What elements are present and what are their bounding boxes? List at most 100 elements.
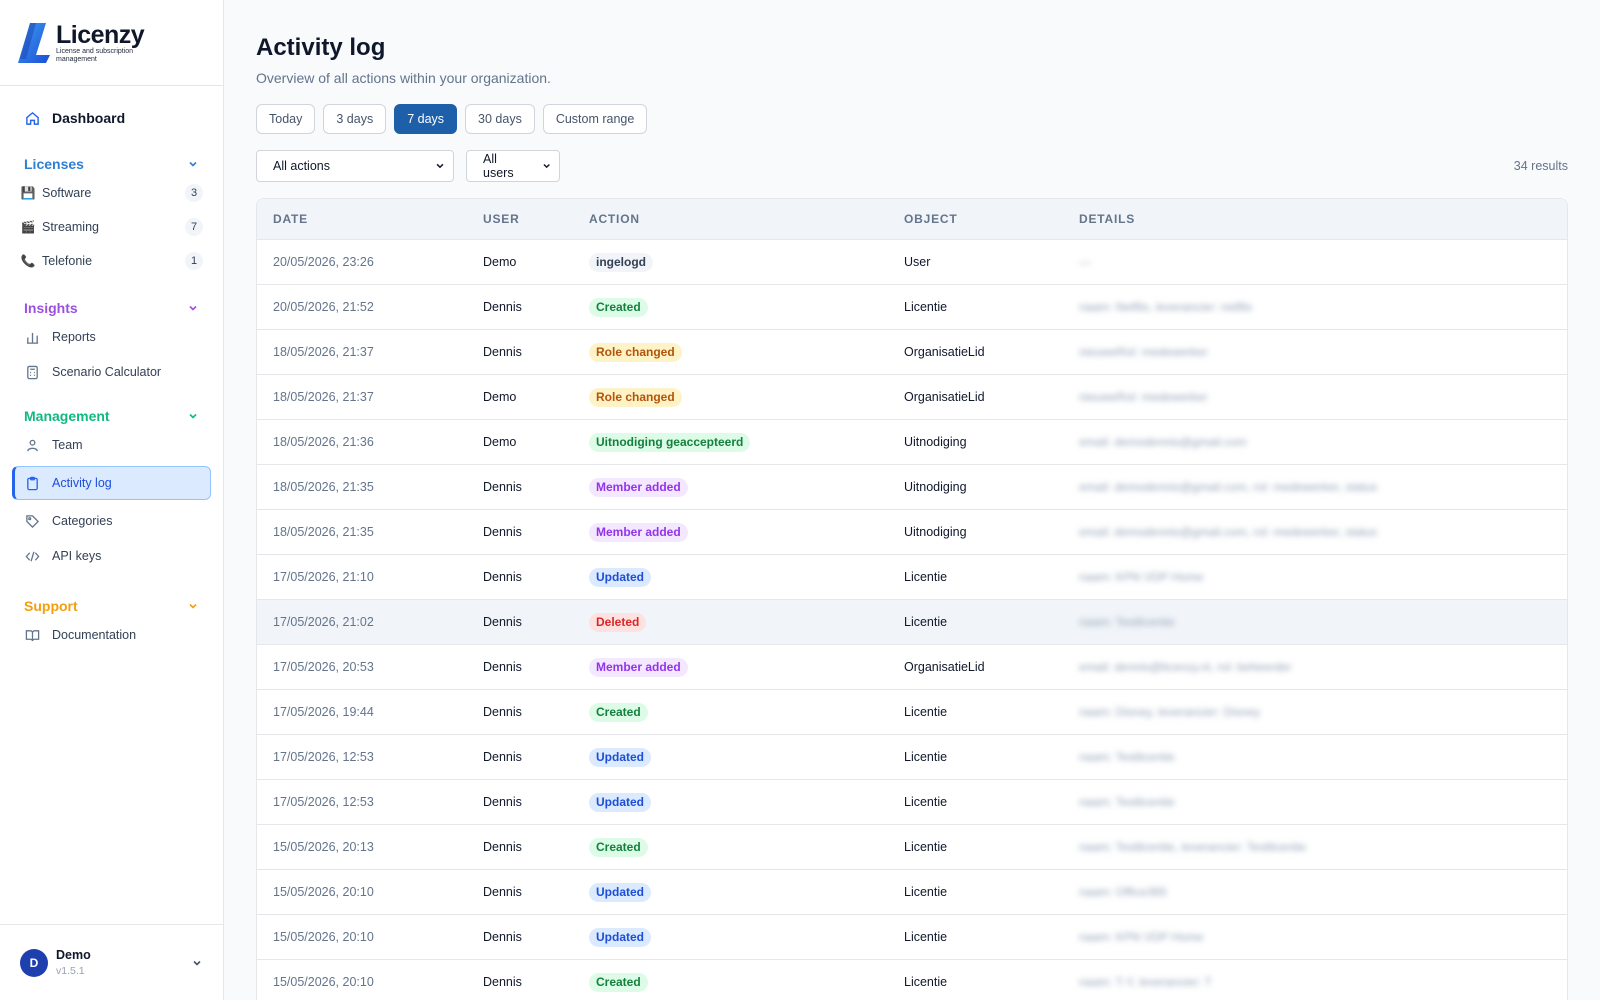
cell-object: Licentie xyxy=(904,930,948,944)
cell-date: 15/05/2026, 20:10 xyxy=(273,975,374,989)
cell-action: Updated xyxy=(589,927,904,947)
section-management[interactable]: Management xyxy=(12,404,211,428)
cell-details: naam: Disney, leverancier: Disney xyxy=(1079,705,1567,719)
table-row[interactable]: 18/05/2026, 21:37 Demo Role changed Organis… xyxy=(257,375,1567,420)
column-header-details[interactable]: DETAILS xyxy=(1079,212,1136,226)
table-row[interactable]: 18/05/2026, 21:35 Dennis Member added Uitno… xyxy=(257,465,1567,510)
column-header-user[interactable]: USER xyxy=(483,212,520,226)
cell-user: Dennis xyxy=(483,570,522,584)
details-text: naam: Testlicentie xyxy=(1079,750,1175,764)
cell-object: Uitnodiging xyxy=(904,480,967,494)
column-header-object[interactable]: OBJECT xyxy=(904,212,958,226)
action-badge: Created xyxy=(589,972,648,992)
cell-details: email: dennis@licenzy.nl, rol: beheerder xyxy=(1079,660,1567,674)
details-text: email: demodennis@gmail.com xyxy=(1079,435,1247,449)
book-icon xyxy=(24,627,40,643)
table-row[interactable]: 20/05/2026, 23:26 Demo ingelogd User — xyxy=(257,240,1567,285)
table-row[interactable]: 17/05/2026, 21:02 Dennis Deleted Licentie na… xyxy=(257,600,1567,645)
table-row[interactable]: 17/05/2026, 21:10 Dennis Updated Licentie na… xyxy=(257,555,1567,600)
count-badge: 7 xyxy=(185,218,203,236)
action-badge: Member added xyxy=(589,477,688,497)
cell-object: Licentie xyxy=(904,795,948,809)
user-menu[interactable]: D Demo v1.5.1 xyxy=(0,924,223,1000)
phone-icon: 📞 xyxy=(20,254,36,268)
action-badge: Member added xyxy=(589,522,688,542)
date-range-selector: Today 3 days 7 days 30 days Custom range xyxy=(256,104,1568,134)
cell-date: 18/05/2026, 21:35 xyxy=(273,525,374,539)
cell-details: naam: Testlicentie xyxy=(1079,615,1567,629)
details-text: naam: KPN VDP Home xyxy=(1079,570,1204,584)
section-insights[interactable]: Insights xyxy=(12,296,211,320)
action-badge: Deleted xyxy=(589,612,647,632)
table-row[interactable]: 18/05/2026, 21:37 Dennis Role changed Organ… xyxy=(257,330,1567,375)
sidebar-item-streaming[interactable]: 🎬 Streaming 7 xyxy=(12,210,211,244)
sidebar-item-api-keys[interactable]: API keys xyxy=(12,538,211,574)
cell-details: naam: Testlicentie, leverancier: Testlic… xyxy=(1079,840,1567,854)
sidebar-item-activity-log[interactable]: Activity log xyxy=(12,466,211,500)
table-row[interactable]: 15/05/2026, 20:13 Dennis Created Licentie na… xyxy=(257,825,1567,870)
brand[interactable]: Licenzy License and subscription managem… xyxy=(0,0,223,86)
clipboard-icon xyxy=(24,475,40,491)
cell-user: Dennis xyxy=(483,660,522,674)
table-row[interactable]: 20/05/2026, 21:52 Dennis Created Licentie na… xyxy=(257,285,1567,330)
details-text: email: demodennis@gmail.com, rol: medewe… xyxy=(1079,525,1378,539)
details-text: naam: Disney, leverancier: Disney xyxy=(1079,705,1261,719)
sidebar-item-dashboard[interactable]: Dashboard xyxy=(12,104,211,132)
cell-user: Dennis xyxy=(483,930,522,944)
sidebar-item-categories[interactable]: Categories xyxy=(12,504,211,538)
chevron-down-icon xyxy=(189,305,197,311)
cell-action: Member added xyxy=(589,522,904,542)
table-row[interactable]: 17/05/2026, 19:44 Dennis Created Licentie na… xyxy=(257,690,1567,735)
table-row[interactable]: 18/05/2026, 21:35 Dennis Member added Uitno… xyxy=(257,510,1567,555)
table-row[interactable]: 17/05/2026, 12:53 Dennis Updated Licentie na… xyxy=(257,780,1567,825)
cell-date: 17/05/2026, 12:53 xyxy=(273,750,374,764)
details-text: naam: T-Y, leverancier: T xyxy=(1079,975,1212,989)
range-3-days-button[interactable]: 3 days xyxy=(323,104,387,134)
sidebar-item-scenario-calculator[interactable]: Scenario Calculator xyxy=(12,354,211,390)
sidebar-item-documentation[interactable]: Documentation xyxy=(12,618,211,652)
sidebar-item-team[interactable]: Team xyxy=(12,428,211,462)
cell-user: Dennis xyxy=(483,345,522,359)
table-row[interactable]: 15/05/2026, 20:10 Dennis Updated Licentie na… xyxy=(257,915,1567,960)
action-badge: Updated xyxy=(589,882,651,902)
chevron-down-icon xyxy=(436,163,444,169)
cell-user: Demo xyxy=(483,255,517,269)
action-badge: Updated xyxy=(589,747,651,767)
table-row[interactable]: 17/05/2026, 20:53 Dennis Member added Organ… xyxy=(257,645,1567,690)
cell-object: User xyxy=(904,255,931,269)
table-row[interactable]: 17/05/2026, 12:53 Dennis Updated Licentie na… xyxy=(257,735,1567,780)
action-filter-select[interactable]: All actions xyxy=(256,150,454,182)
cell-user: Dennis xyxy=(483,795,522,809)
app-version: v1.5.1 xyxy=(56,965,85,977)
range-today-button[interactable]: Today xyxy=(256,104,316,134)
sidebar-item-reports[interactable]: Reports xyxy=(12,320,211,354)
cell-object: Licentie xyxy=(904,300,948,314)
table-row[interactable]: 15/05/2026, 20:10 Dennis Created Licentie na… xyxy=(257,960,1567,1000)
cell-details: naam: Testlicentie xyxy=(1079,795,1567,809)
cell-date: 17/05/2026, 21:02 xyxy=(273,615,374,629)
range-30-days-button[interactable]: 30 days xyxy=(465,104,535,134)
team-icon xyxy=(24,437,40,453)
user-filter-select[interactable]: All users xyxy=(466,150,560,182)
range-custom-button[interactable]: Custom range xyxy=(542,104,648,134)
table-row[interactable]: 18/05/2026, 21:36 Demo Uitnodiging geaccep… xyxy=(257,420,1567,465)
cell-action: Role changed xyxy=(589,342,904,362)
cell-date: 18/05/2026, 21:36 xyxy=(273,435,374,449)
sidebar-item-software[interactable]: 💾 Software 3 xyxy=(12,176,211,210)
cell-user: Dennis xyxy=(483,300,522,314)
cell-action: Updated xyxy=(589,567,904,587)
chevron-down-icon xyxy=(189,413,197,419)
cell-action: Created xyxy=(589,297,904,317)
action-badge: Updated xyxy=(589,927,651,947)
range-7-days-button[interactable]: 7 days xyxy=(394,104,458,134)
sidebar-item-telefonie[interactable]: 📞 Telefonie 1 xyxy=(12,244,211,278)
table-row[interactable]: 15/05/2026, 20:10 Dennis Updated Licentie na… xyxy=(257,870,1567,915)
section-licenses[interactable]: Licenses xyxy=(12,152,211,176)
cell-date: 20/05/2026, 21:52 xyxy=(273,300,374,314)
cell-action: Created xyxy=(589,837,904,857)
column-header-action[interactable]: ACTION xyxy=(589,212,640,226)
column-header-date[interactable]: DATE xyxy=(273,212,308,226)
sidebar-item-label: Activity log xyxy=(52,476,112,490)
cell-action: Updated xyxy=(589,882,904,902)
section-support[interactable]: Support xyxy=(12,594,211,618)
